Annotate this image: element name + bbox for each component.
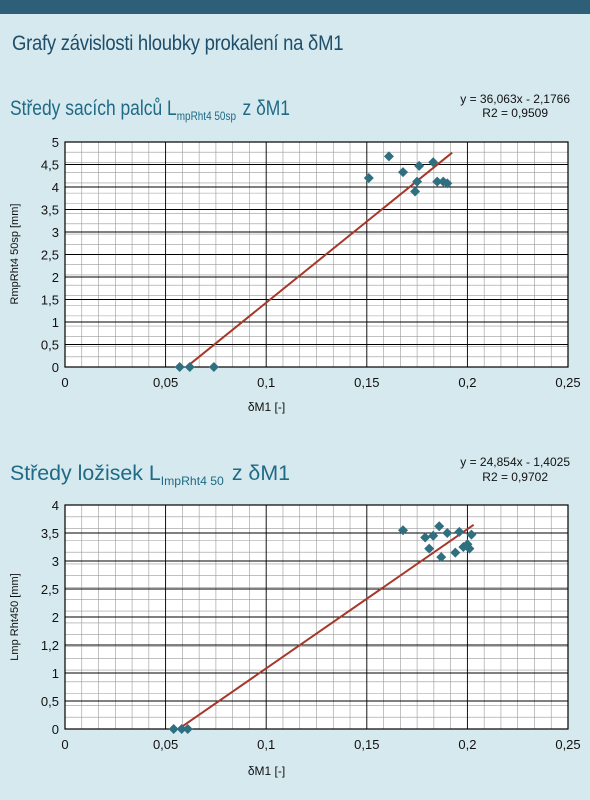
- y-tick-label: 0: [52, 360, 59, 375]
- x-tick-label: 0: [61, 375, 68, 390]
- data-point: [398, 167, 409, 178]
- y-tick-label: 2,5: [41, 248, 59, 263]
- x-tick-label: 0,15: [354, 737, 379, 752]
- chart-title-subscript: ImpRht4 50: [161, 474, 224, 488]
- x-tick-label: 0,05: [153, 737, 178, 752]
- trendline-equation: y = 24,854x - 1,4025: [460, 455, 570, 469]
- trendline: [185, 151, 453, 368]
- y-tick-label: 3: [52, 554, 59, 569]
- y-tick-label: 2,5: [41, 582, 59, 597]
- r-squared-label: R2 = 0,9509: [482, 106, 548, 120]
- chart-title-suffix: z δM1: [226, 462, 290, 485]
- plot-border: [64, 504, 569, 730]
- y-tick-label: 2: [52, 270, 59, 285]
- data-point: [398, 525, 409, 536]
- chart-title: Středy ložisek L ImpRht4 50 z δM1: [10, 462, 290, 488]
- y-tick-label: 4: [52, 180, 59, 195]
- data-point: [464, 543, 475, 554]
- data-point: [383, 151, 394, 162]
- y-axis-label: Lmp Rht450 [mm]: [9, 573, 21, 660]
- data-point: [414, 160, 425, 171]
- chart-title-suffix: z δM1: [238, 97, 290, 120]
- data-point: [432, 176, 443, 187]
- chart-title-main: Středy ložisek L: [10, 462, 161, 485]
- y-tick-label: 1,2: [41, 638, 59, 653]
- x-axis-label: δM1 [-]: [248, 764, 285, 778]
- data-point: [420, 532, 431, 543]
- y-axis-label: RmpRht4 50sp [mm]: [9, 204, 21, 305]
- chart-title: Středy sacích palců LmpRht4 50sp z δM1: [10, 97, 290, 123]
- trendline: [177, 524, 475, 730]
- x-tick-label: 0,2: [458, 375, 476, 390]
- y-tick-label: 3,5: [41, 526, 59, 541]
- x-tick-label: 0,25: [555, 375, 580, 390]
- data-point: [412, 176, 423, 187]
- top-header-bar: [0, 0, 590, 14]
- data-point: [428, 530, 439, 541]
- y-tick-label: 3,5: [41, 203, 59, 218]
- y-tick-label: 5: [52, 135, 59, 150]
- x-axis-label: δM1 [-]: [248, 400, 285, 414]
- data-point: [454, 526, 465, 537]
- plot-border: [64, 141, 569, 368]
- y-tick-label: 0: [52, 722, 59, 737]
- data-point: [424, 543, 435, 554]
- chart-2: Středy ložisek L ImpRht4 50 z δM1 y = 24,8…: [9, 455, 581, 778]
- x-tick-label: 0,2: [458, 737, 476, 752]
- y-tick-label: 4,5: [41, 158, 59, 173]
- data-point: [208, 362, 219, 372]
- x-tick-label: 0,25: [555, 737, 580, 752]
- chart-title-subscript: mpRht4 50sp: [177, 109, 237, 123]
- data-point: [442, 178, 453, 189]
- data-point: [434, 521, 445, 532]
- page-title: Grafy závislosti hloubky prokalení na δM…: [12, 32, 344, 55]
- data-point: [466, 529, 477, 540]
- data-point: [168, 724, 179, 734]
- x-tick-label: 0,15: [354, 375, 379, 390]
- data-point: [176, 724, 187, 734]
- x-tick-label: 0: [61, 737, 68, 752]
- trendline-equation: y = 36,063x - 2,1766: [460, 92, 570, 106]
- chart-title-main: Středy sacích palců L: [10, 97, 177, 120]
- y-tick-label: 2: [52, 610, 59, 625]
- y-tick-label: 1: [52, 315, 59, 330]
- data-point: [410, 186, 421, 197]
- data-point: [442, 528, 453, 538]
- y-tick-label: 4: [52, 498, 59, 513]
- chart-1: Středy sacích palců LmpRht4 50sp z δM1 y …: [9, 92, 581, 414]
- x-tick-label: 0,05: [153, 375, 178, 390]
- data-point: [428, 157, 439, 168]
- y-tick-label: 3: [52, 225, 59, 240]
- r-squared-label: R2 = 0,9702: [482, 470, 548, 484]
- data-point: [184, 362, 195, 372]
- data-point: [436, 552, 447, 563]
- data-point: [363, 173, 374, 183]
- x-tick-label: 0,1: [257, 375, 275, 390]
- y-tick-label: 1: [52, 666, 59, 681]
- y-tick-label: 1,5: [41, 293, 59, 308]
- data-point: [174, 362, 185, 372]
- y-tick-label: 0,5: [41, 694, 59, 709]
- data-point: [450, 547, 461, 558]
- x-tick-label: 0,1: [257, 737, 275, 752]
- y-tick-label: 0,5: [41, 338, 59, 353]
- data-point: [182, 724, 193, 734]
